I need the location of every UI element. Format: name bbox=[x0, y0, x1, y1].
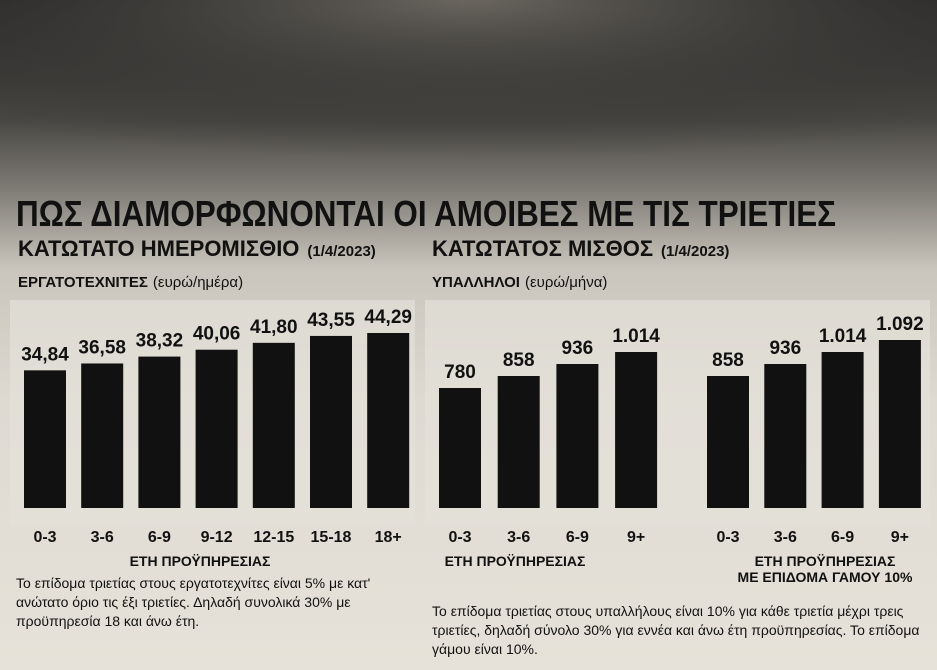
photo-backdrop bbox=[0, 0, 937, 200]
x-tick-label: 3-6 bbox=[91, 529, 114, 546]
value-label: 780 bbox=[444, 362, 476, 383]
chart-title: ΚΑΤΩΤΑΤΟ ΗΜΕΡΟΜΙΣΘΙΟ (1/4/2023) bbox=[18, 236, 376, 261]
bar bbox=[498, 376, 540, 508]
main-title: ΠΩΣ ΔΙΑΜΟΡΦΩΝΟΝΤΑΙ ΟΙ ΑΜΟΙΒΕΣ ΜΕ ΤΙΣ ΤΡΙ… bbox=[16, 193, 836, 234]
value-label: 1.014 bbox=[612, 326, 660, 347]
chart-title: ΚΑΤΩΤΑΤΟΣ ΜΙΣΘΟΣ bbox=[432, 236, 653, 261]
x-tick-label: 3-6 bbox=[774, 529, 797, 546]
bar bbox=[310, 336, 352, 508]
x-tick-label: 9+ bbox=[627, 529, 645, 546]
value-label: 38,32 bbox=[136, 331, 184, 352]
bar bbox=[367, 333, 409, 508]
x-tick-label: 18+ bbox=[375, 529, 402, 546]
bar bbox=[81, 363, 123, 508]
value-label: 41,80 bbox=[250, 317, 298, 338]
bar bbox=[439, 388, 481, 508]
unit: (ευρώ/ημέρα) bbox=[153, 274, 243, 291]
subtitle: ΥΠΑΛΛΗΛΟΙ bbox=[432, 274, 520, 291]
value-label: 936 bbox=[562, 338, 594, 359]
chart-title: ΚΑΤΩΤΑΤΟ ΗΜΕΡΟΜΙΣΘΙΟ bbox=[18, 236, 299, 261]
bar bbox=[196, 350, 238, 508]
x-tick-label: 0-3 bbox=[33, 529, 56, 546]
date: (1/4/2023) bbox=[661, 243, 729, 260]
bar bbox=[764, 364, 806, 508]
x-tick-label: 9+ bbox=[891, 529, 909, 546]
value-label: 44,29 bbox=[364, 307, 412, 328]
value-label: 1.092 bbox=[876, 314, 924, 335]
bar bbox=[253, 343, 295, 508]
bar bbox=[138, 357, 180, 508]
value-label: 858 bbox=[712, 350, 744, 371]
unit: (ευρώ/μήνα) bbox=[525, 274, 607, 291]
x-tick-label: 6-9 bbox=[831, 529, 854, 546]
value-label: 34,84 bbox=[21, 344, 69, 365]
bar bbox=[24, 370, 66, 508]
x-tick-label: 3-6 bbox=[507, 529, 530, 546]
x-tick-label: 15-18 bbox=[311, 529, 352, 546]
chart-title: ΚΑΤΩΤΑΤΟΣ ΜΙΣΘΟΣ (1/4/2023) bbox=[432, 236, 729, 261]
value-label: 40,06 bbox=[193, 324, 241, 345]
x-tick-label: 6-9 bbox=[148, 529, 171, 546]
bar bbox=[879, 340, 921, 508]
x-axis-label: ΕΤΗ ΠΡΟΫΠΗΡΕΣΙΑΣ bbox=[130, 553, 271, 569]
bar bbox=[556, 364, 598, 508]
note: Το επίδομα τριετίας στους εργατοτεχνίτες… bbox=[16, 574, 376, 631]
subtitle: ΕΡΓΑΤΟΤΕΧΝΙΤΕΣ bbox=[18, 274, 148, 291]
chart-area: ΠΩΣ ΔΙΑΜΟΡΦΩΝΟΝΤΑΙ ΟΙ ΑΜΟΙΒΕΣ ΜΕ ΤΙΣ ΤΡΙ… bbox=[0, 0, 937, 670]
chart-subtitle: ΕΡΓΑΤΟΤΕΧΝΙΤΕΣ (ευρώ/ημέρα) bbox=[18, 274, 243, 291]
x-tick-label: 12-15 bbox=[253, 529, 294, 546]
x-axis-label: ΕΤΗ ΠΡΟΫΠΗΡΕΣΙΑΣ bbox=[445, 553, 586, 569]
x-tick-label: 6-9 bbox=[566, 529, 589, 546]
value-label: 36,58 bbox=[78, 337, 126, 358]
bar bbox=[822, 352, 864, 508]
date: (1/4/2023) bbox=[307, 243, 375, 260]
note: Το επίδομα τριετίας στους υπαλλήλους είν… bbox=[432, 602, 927, 659]
x-tick-label: 9-12 bbox=[201, 529, 233, 546]
value-label: 858 bbox=[503, 350, 535, 371]
value-label: 1.014 bbox=[819, 326, 867, 347]
chart-subtitle: ΥΠΑΛΛΗΛΟΙ (ευρώ/μήνα) bbox=[432, 274, 607, 291]
infographic: ΠΩΣ ΔΙΑΜΟΡΦΩΝΟΝΤΑΙ ΟΙ ΑΜΟΙΒΕΣ ΜΕ ΤΙΣ ΤΡΙ… bbox=[0, 0, 937, 670]
bar bbox=[615, 352, 657, 508]
x-axis-label: ΜΕ ΕΠΙΔΟΜΑ ΓΑΜΟΥ 10% bbox=[738, 569, 913, 585]
x-tick-label: 0-3 bbox=[448, 529, 471, 546]
value-label: 43,55 bbox=[307, 310, 355, 331]
x-axis-label: ΕΤΗ ΠΡΟΫΠΗΡΕΣΙΑΣ bbox=[755, 553, 896, 569]
x-tick-label: 0-3 bbox=[716, 529, 739, 546]
bar bbox=[707, 376, 749, 508]
value-label: 936 bbox=[769, 338, 801, 359]
